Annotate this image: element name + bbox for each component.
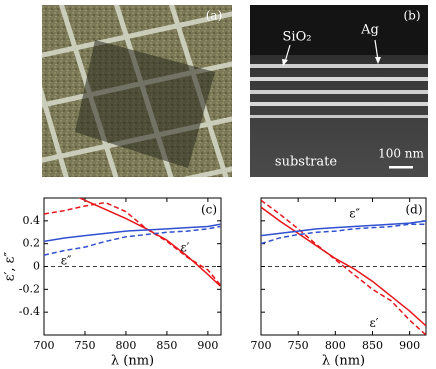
photo-a [42,5,232,177]
series-group [261,199,426,335]
panel-label: (a) [206,9,223,23]
x-tick-label: 750 [74,339,95,352]
panel-label: (b) [403,9,420,23]
series-line [44,225,221,256]
annotation: ε″ [349,206,360,220]
layer-label: SiO₂ [283,30,312,45]
y-tick-label: -0.2 [19,282,40,295]
series-group [44,198,221,287]
x-tick-label: 750 [288,339,309,352]
x-axis-label: λ (nm) [111,354,154,369]
x-tick-label: 700 [251,339,272,352]
x-tick-label: 850 [156,339,177,352]
series-line [78,198,221,287]
annotation: ε′ [180,241,189,255]
x-axis-label: λ (nm) [322,354,365,369]
y-tick-label: 0.4 [23,214,41,227]
series-line [261,223,426,245]
series-line [261,206,426,327]
y-tick-label: 0.2 [23,237,41,250]
y-tick-label: 0 [33,260,40,273]
panel-label: (c) [201,203,217,217]
x-tick-label: 800 [115,339,136,352]
x-tick-label: 700 [34,339,55,352]
x-tick-label: 900 [399,339,420,352]
series-line [261,220,426,237]
substrate-label: substrate [275,155,337,170]
panel-label: (d) [405,203,422,217]
series-line [44,201,221,286]
annotation: ε′ [369,316,378,330]
series-line [261,199,426,335]
annotation: ε″ [61,253,72,267]
y-axis-label: ε′, ε″ [3,252,18,282]
x-tick-label: 850 [362,339,383,352]
scale-bar-label: 100 nm [378,147,424,161]
layer-label: Ag [360,23,379,38]
x-tick-label: 900 [197,339,218,352]
x-tick-label: 800 [325,339,346,352]
y-tick-label: -0.4 [19,305,40,318]
series-line [44,223,221,243]
sem-b [250,5,428,177]
